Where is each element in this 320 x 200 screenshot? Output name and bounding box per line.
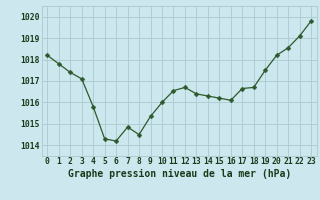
X-axis label: Graphe pression niveau de la mer (hPa): Graphe pression niveau de la mer (hPa) xyxy=(68,169,291,179)
